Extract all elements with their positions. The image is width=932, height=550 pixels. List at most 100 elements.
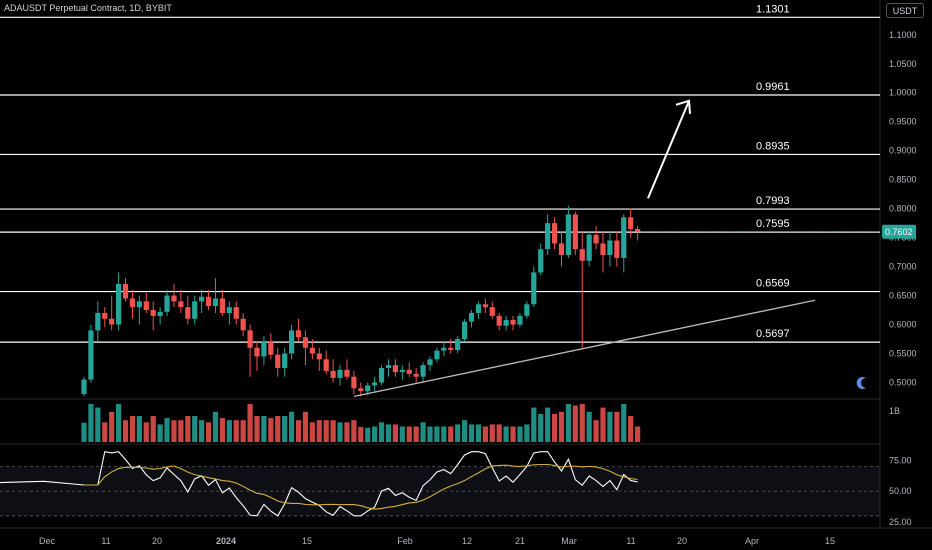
candle-body: [468, 312, 475, 322]
time-axis-label: 15: [302, 536, 312, 546]
candle-body: [558, 243, 565, 256]
time-axis-label: 12: [462, 536, 472, 546]
volume-bar: [385, 424, 392, 442]
volume-bar: [205, 422, 212, 442]
time-axis-label: 11: [626, 536, 635, 546]
candle-body: [268, 341, 274, 355]
level-label: 0.7595: [756, 218, 790, 230]
rsi-line: [0, 451, 638, 517]
volume-bar: [136, 416, 142, 442]
time-axis-label: 11: [101, 536, 110, 546]
volume-bar: [185, 416, 191, 442]
volume-bar: [351, 420, 357, 442]
target-arrow-head: [675, 99, 691, 114]
volume-bar: [275, 416, 281, 442]
candle-body: [212, 298, 219, 307]
time-axis-label: 15: [825, 536, 835, 546]
candle-body: [524, 304, 530, 316]
candle-body: [109, 318, 115, 325]
candle-body: [282, 353, 288, 369]
volume-bar: [579, 404, 585, 442]
candle-body: [309, 347, 315, 354]
volume-bar: [365, 427, 371, 442]
price-tick-label: 0.6000: [889, 320, 917, 330]
candle-body: [330, 370, 336, 378]
candle-body: [116, 283, 122, 325]
axes-layer: 1.1000 1.0500 1.0000 0.9500 0.9000 0.8500 0.80…: [39, 30, 917, 546]
price-tick-label: 1.1000: [889, 30, 917, 40]
candle-body: [226, 307, 232, 313]
volume-bar: [607, 411, 613, 442]
volume-bar: [392, 424, 398, 442]
candle-body: [351, 376, 357, 389]
candles-layer: [81, 205, 641, 397]
price-tick-label: 0.8500: [889, 175, 917, 185]
volume-axis-label: 1B: [889, 406, 900, 416]
time-axis-label: Mar: [561, 536, 577, 546]
candle-body: [247, 330, 253, 348]
candle-body: [192, 301, 198, 319]
candle-body: [475, 304, 482, 313]
price-tick-label: 0.9000: [889, 146, 917, 156]
candle-body: [448, 347, 454, 351]
volume-bar: [441, 426, 447, 442]
volume-bar: [88, 404, 94, 442]
candle-body: [378, 368, 385, 383]
trendline: [353, 299, 816, 398]
volume-bar: [247, 404, 253, 442]
candle-body: [254, 347, 260, 357]
volume-bar: [233, 420, 239, 442]
volume-bar: [586, 411, 592, 442]
candle-body: [95, 312, 101, 331]
candle-body: [102, 312, 108, 319]
candle-body: [261, 341, 267, 357]
rsi-ma-line: [84, 463, 638, 510]
rsi-pane: [0, 451, 880, 517]
level-label: 0.6569: [756, 278, 790, 290]
level-label: 0.9961: [756, 81, 790, 93]
time-axis-label: 20: [677, 536, 687, 546]
volume-bar: [116, 404, 122, 442]
currency-button[interactable]: USDT: [886, 3, 924, 18]
time-axis-label: 21: [515, 536, 525, 546]
volume-bar: [157, 424, 163, 442]
volume-bar: [226, 420, 232, 442]
volume-bar: [330, 420, 336, 442]
volume-bar: [517, 426, 523, 442]
candle-body: [462, 321, 468, 340]
candle-body: [372, 382, 378, 386]
volume-bar: [628, 416, 634, 442]
volume-bar: [510, 426, 516, 442]
volume-bar: [81, 422, 87, 442]
volume-bar: [413, 426, 419, 442]
volume-bar: [254, 416, 260, 442]
volume-bar: [282, 416, 288, 442]
volume-bar: [600, 407, 606, 442]
candle-body: [635, 228, 641, 232]
volume-bar: [531, 407, 537, 442]
volume-bar: [122, 420, 129, 442]
candle-body: [392, 365, 398, 373]
candle-body: [579, 249, 585, 261]
volume-bar: [199, 420, 205, 442]
target-arrow-shaft: [647, 100, 690, 199]
candle-body: [531, 272, 537, 305]
candle-body: [607, 240, 613, 256]
candle-body: [316, 353, 322, 360]
candle-body: [81, 379, 87, 395]
levels-layer: 1.1301 0.9961 0.8935 0.7993 0.7595 0.6569 0.56…: [0, 3, 880, 343]
volume-bar: [344, 422, 350, 442]
volume-bar: [102, 422, 108, 442]
current-price-label: 0.7602: [885, 227, 913, 237]
candle-body: [136, 301, 142, 308]
volume-bar: [261, 416, 267, 442]
volume-bar: [212, 411, 219, 442]
candle-body: [88, 330, 94, 380]
candle-body: [150, 310, 156, 316]
volume-bar: [545, 407, 551, 442]
volume-pane: [81, 404, 641, 442]
price-tick-label: 0.7000: [889, 262, 917, 272]
candle-body: [164, 295, 170, 312]
candle-body: [157, 311, 163, 316]
